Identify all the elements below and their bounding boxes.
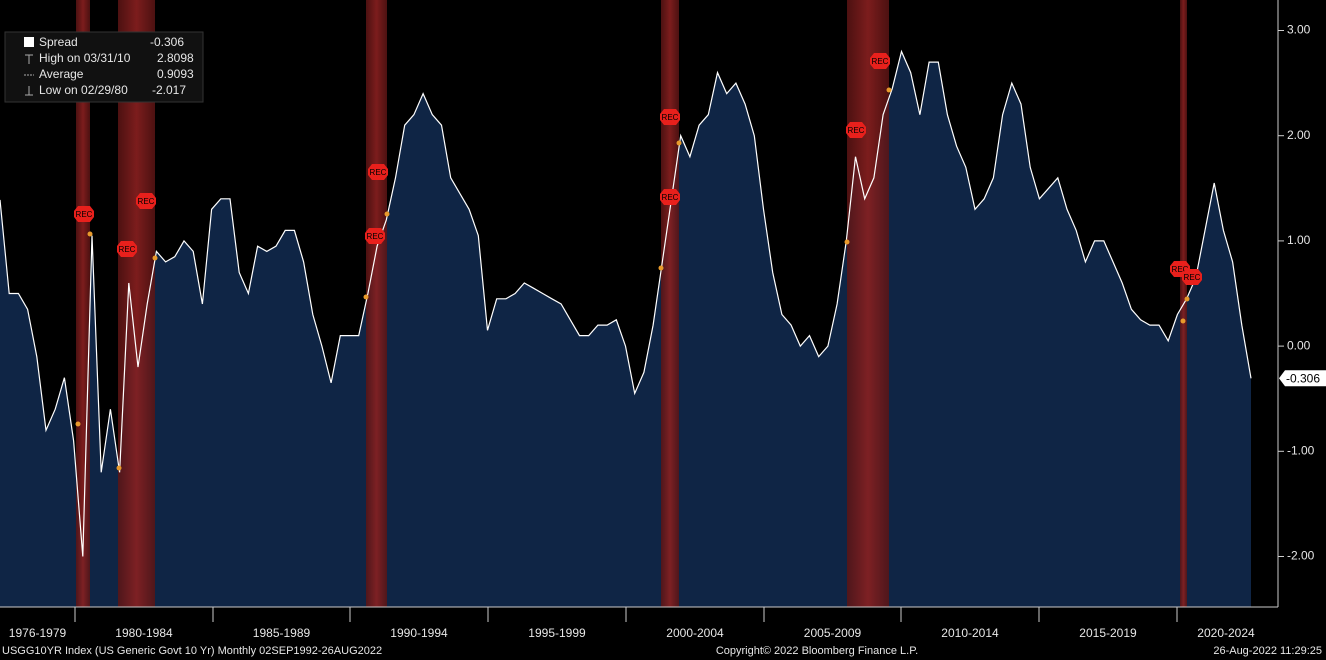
rec-marker bbox=[846, 122, 866, 138]
rec-label: REC bbox=[662, 113, 679, 122]
rec-marker bbox=[74, 206, 94, 222]
rec-point bbox=[676, 140, 682, 146]
rec-label: REC bbox=[872, 57, 889, 66]
rec-point bbox=[1180, 318, 1186, 324]
rec-point bbox=[384, 211, 390, 217]
rec-point bbox=[886, 87, 892, 93]
legend-label: Average bbox=[39, 67, 84, 81]
rec-marker bbox=[117, 241, 137, 257]
y-tick-label: 0.00 bbox=[1287, 338, 1311, 352]
x-tick-label: 2010-2014 bbox=[941, 626, 999, 640]
legend-value: 2.8098 bbox=[157, 51, 194, 65]
x-tick-label: 2005-2009 bbox=[804, 626, 862, 640]
legend-label: High on 03/31/10 bbox=[39, 51, 131, 65]
legend-value: -2.017 bbox=[152, 83, 186, 97]
recession-band bbox=[366, 0, 387, 607]
footer-right: 26-Aug-2022 11:29:25 bbox=[1213, 645, 1322, 657]
rec-marker bbox=[870, 53, 890, 69]
footer-center: Copyright© 2022 Bloomberg Finance L.P. bbox=[716, 645, 918, 657]
rec-point bbox=[152, 255, 158, 261]
last-value-tag bbox=[1279, 370, 1326, 387]
legend-value: 0.9093 bbox=[157, 67, 194, 81]
legend-swatch bbox=[24, 37, 34, 47]
rec-label: REC bbox=[76, 210, 93, 219]
y-tick-label: -1.00 bbox=[1287, 443, 1315, 457]
recession-band bbox=[76, 0, 90, 607]
x-tick-label: 2000-2004 bbox=[666, 626, 724, 640]
rec-point bbox=[1184, 296, 1190, 302]
x-tick-label: 1976-1979 bbox=[9, 626, 67, 640]
y-tick-label: 1.00 bbox=[1287, 233, 1311, 247]
line bbox=[0, 49, 1252, 557]
rec-label: REC bbox=[119, 245, 136, 254]
rec-label: REC bbox=[370, 168, 387, 177]
legend-value: -0.306 bbox=[150, 35, 184, 49]
recession-band bbox=[661, 0, 679, 607]
x-tick-label: 1980-1984 bbox=[115, 626, 173, 640]
rec-label: REC bbox=[138, 197, 155, 206]
area bbox=[0, 51, 1251, 607]
last-value-label: -0.306 bbox=[1286, 371, 1320, 385]
legend-box bbox=[4, 31, 204, 103]
rec-marker bbox=[368, 164, 388, 180]
rec-point bbox=[87, 231, 93, 237]
rec-marker bbox=[136, 193, 156, 209]
rec-label: REC bbox=[848, 126, 865, 135]
x-tick-label: 1990-1994 bbox=[390, 626, 448, 640]
rec-marker bbox=[365, 228, 385, 244]
rec-point bbox=[363, 294, 369, 300]
legend-icon bbox=[25, 86, 33, 96]
rec-marker bbox=[1182, 269, 1202, 285]
x-tick-label: 2015-2019 bbox=[1079, 626, 1137, 640]
x-tick-label: 1985-1989 bbox=[253, 626, 311, 640]
y-tick-label: 3.00 bbox=[1287, 23, 1311, 37]
rec-label: REC bbox=[1184, 273, 1201, 282]
rec-marker bbox=[660, 109, 680, 125]
rec-point bbox=[658, 265, 664, 271]
rec-label: REC bbox=[1172, 265, 1189, 274]
legend-label: Low on 02/29/80 bbox=[39, 83, 128, 97]
rec-point bbox=[75, 421, 81, 427]
legend-label: Spread bbox=[39, 35, 78, 49]
rec-marker bbox=[660, 189, 680, 205]
plot-area bbox=[0, 51, 1251, 607]
y-tick-label: -2.00 bbox=[1287, 549, 1315, 563]
footer-left: USGG10YR Index (US Generic Govt 10 Yr) M… bbox=[2, 645, 382, 657]
rec-label: REC bbox=[662, 193, 679, 202]
recession-band bbox=[847, 0, 889, 607]
rec-point bbox=[116, 465, 122, 471]
legend-icon bbox=[25, 54, 33, 64]
legend: Spread -0.306 High on 03/31/10 2.8098 Av… bbox=[4, 31, 204, 103]
rec-point bbox=[844, 239, 850, 245]
rec-label: REC bbox=[367, 232, 384, 241]
line-layer bbox=[0, 49, 1252, 557]
x-tick-label: 2020-2024 bbox=[1197, 626, 1255, 640]
y-tick-label: 2.00 bbox=[1287, 128, 1311, 142]
x-tick-label: 1995-1999 bbox=[528, 626, 586, 640]
